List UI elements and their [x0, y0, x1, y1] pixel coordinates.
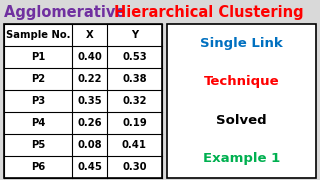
Text: 0.53: 0.53	[122, 52, 147, 62]
Text: P1: P1	[31, 52, 45, 62]
Text: Hierarchical Clustering: Hierarchical Clustering	[114, 6, 304, 21]
Text: 0.38: 0.38	[122, 74, 147, 84]
Text: Solved: Solved	[216, 114, 267, 127]
Text: Agglomerative: Agglomerative	[4, 6, 131, 21]
Text: P3: P3	[31, 96, 45, 106]
Text: 0.40: 0.40	[77, 52, 102, 62]
Bar	[4, 24, 162, 178]
Text: X: X	[86, 30, 93, 40]
Text: 0.22: 0.22	[77, 74, 102, 84]
Text: 0.08: 0.08	[77, 140, 102, 150]
Text: P2: P2	[31, 74, 45, 84]
Text: 0.30: 0.30	[122, 162, 147, 172]
Text: P6: P6	[31, 162, 45, 172]
Text: Example 1: Example 1	[203, 152, 280, 165]
Text: Technique: Technique	[204, 75, 279, 88]
Text: P5: P5	[31, 140, 45, 150]
Text: 0.26: 0.26	[77, 118, 102, 128]
Text: Sample No.: Sample No.	[6, 30, 70, 40]
Text: 0.41: 0.41	[122, 140, 147, 150]
Text: 0.19: 0.19	[122, 118, 147, 128]
Text: 0.32: 0.32	[122, 96, 147, 106]
Bar	[167, 24, 316, 178]
Text: Y: Y	[131, 30, 138, 40]
Text: 0.45: 0.45	[77, 162, 102, 172]
Text: P4: P4	[31, 118, 45, 128]
Text: Single Link: Single Link	[200, 37, 283, 50]
Text: 0.35: 0.35	[77, 96, 102, 106]
